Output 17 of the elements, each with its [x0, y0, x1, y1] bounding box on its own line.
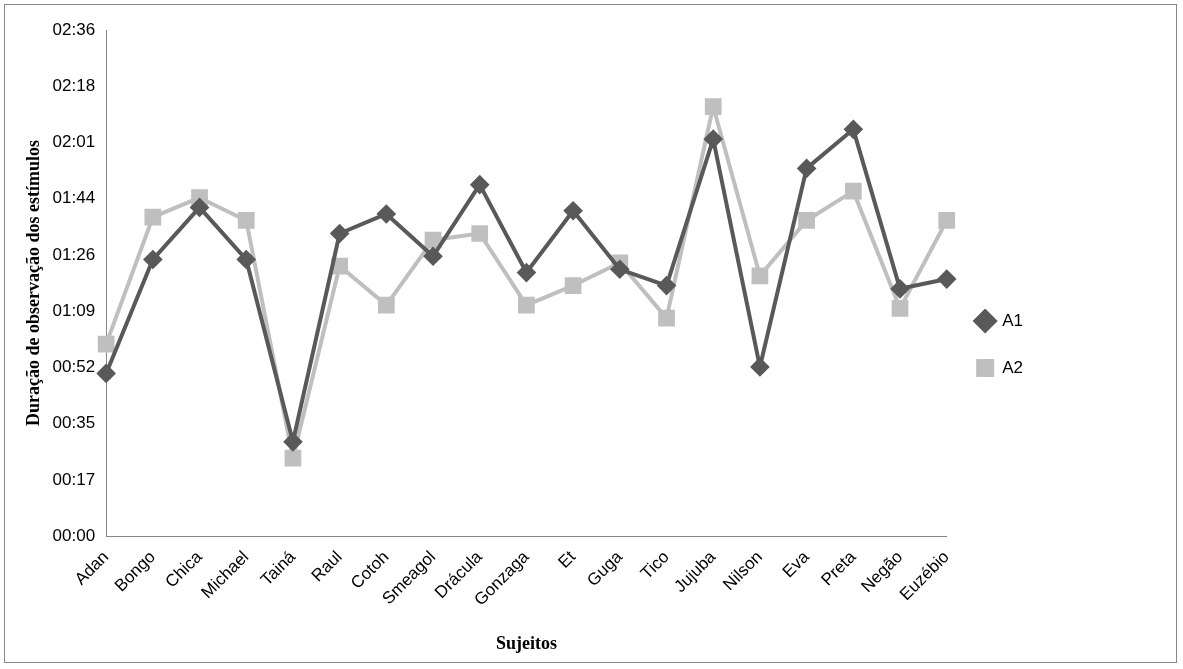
x-tick-label: Et [554, 546, 580, 572]
y-tick-label: 01:44 [52, 188, 96, 208]
legend-label: A2 [1002, 357, 1023, 377]
y-tick-label: 02:18 [52, 75, 96, 95]
y-tick-label: 00:17 [52, 469, 96, 489]
x-tick-label: Eva [778, 546, 814, 582]
x-axis-title: Sujeitos [495, 632, 557, 653]
y-tick-label: 00:52 [52, 357, 96, 377]
y-tick-label: 01:26 [52, 244, 96, 264]
y-tick-label: 00:00 [52, 525, 96, 545]
y-tick-label: 02:36 [52, 19, 96, 39]
legend-label: A1 [1002, 310, 1023, 330]
x-tick-label: Tico [636, 547, 673, 583]
y-axis-title: Duração de observação dos estímulos [23, 140, 44, 427]
y-tick-label: 02:01 [52, 132, 96, 152]
y-tick-label: 01:09 [52, 300, 96, 320]
y-tick-label: 00:35 [52, 413, 96, 433]
